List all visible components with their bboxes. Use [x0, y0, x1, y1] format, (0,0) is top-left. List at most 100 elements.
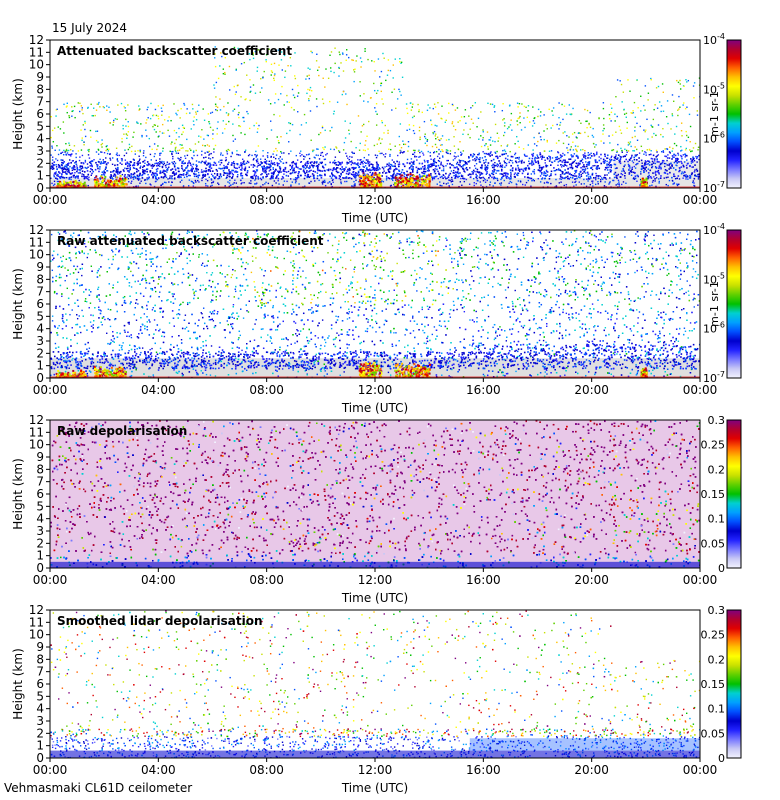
y-tick-label: 8	[36, 272, 44, 286]
y-tick-label: 5	[36, 689, 44, 703]
heatmap-field	[50, 420, 700, 568]
colorbar-tick-label: 0.1	[708, 703, 726, 716]
site-label: Vehmasmaki CL61D ceilometer	[4, 781, 192, 795]
x-tick-label: 16:00	[466, 763, 501, 777]
colorbar: 0 0.05 0.1 0.15 0.2 0.25 0.3	[701, 414, 742, 575]
colorbar-scale	[726, 39, 742, 189]
colorbar-scale	[726, 229, 742, 379]
x-tick-label: 12:00	[358, 573, 393, 587]
y-tick-label: 1	[36, 169, 44, 183]
y-axis-label: Height (km)	[11, 458, 25, 529]
x-axis-label: Time (UTC)	[341, 591, 408, 605]
x-tick-label: 04:00	[141, 193, 176, 207]
y-tick-label: 7	[36, 95, 44, 109]
y-tick-label: 12	[29, 603, 44, 617]
x-tick-label: 00:00	[683, 573, 718, 587]
y-tick-label: 9	[36, 450, 44, 464]
colorbar: 0 0.05 0.1 0.15 0.2 0.25 0.3	[701, 604, 742, 765]
colorbar-tick-label: 10-4	[703, 222, 725, 237]
y-tick-label: 2	[36, 726, 44, 740]
colorbar-tick-label: 0	[718, 752, 725, 765]
y-tick-label: 10	[29, 248, 44, 262]
colorbar: 10-710-610-510-4m-1 sr-1	[703, 222, 742, 385]
y-tick-label: 3	[36, 714, 44, 728]
y-tick-label: 0	[36, 181, 44, 195]
y-tick-label: 11	[29, 45, 44, 59]
date-label: 15 July 2024	[52, 21, 127, 35]
y-tick-label: 3	[36, 144, 44, 158]
colorbar-tick-label: 0.15	[701, 488, 726, 501]
y-tick-label: 3	[36, 524, 44, 538]
y-tick-label: 9	[36, 260, 44, 274]
colorbar-tick-label: 0.25	[701, 439, 726, 452]
x-tick-label: 12:00	[358, 763, 393, 777]
colorbar-tick-label: 10-7	[703, 180, 725, 195]
x-tick-label: 20:00	[574, 763, 609, 777]
x-tick-label: 00:00	[683, 383, 718, 397]
y-tick-label: 6	[36, 677, 44, 691]
y-tick-label: 12	[29, 33, 44, 47]
x-tick-label: 20:00	[574, 193, 609, 207]
y-tick-label: 1	[36, 739, 44, 753]
y-tick-label: 0	[36, 371, 44, 385]
y-tick-label: 10	[29, 628, 44, 642]
colorbar-tick-label: 0.15	[701, 678, 726, 691]
x-tick-label: 00:00	[683, 193, 718, 207]
panel-title: Raw attenuated backscatter coefficient	[57, 234, 324, 248]
x-tick-label: 00:00	[33, 573, 68, 587]
colorbar-tick-label: 0.25	[701, 629, 726, 642]
y-tick-label: 12	[29, 223, 44, 237]
colorbar-unit-label: m-1 sr-1	[708, 91, 721, 137]
x-tick-label: 16:00	[466, 573, 501, 587]
x-tick-label: 04:00	[141, 383, 176, 397]
plot-area	[50, 610, 700, 758]
colorbar-scale	[726, 609, 742, 759]
y-axis-label: Height (km)	[11, 648, 25, 719]
y-tick-label: 4	[36, 322, 44, 336]
colorbar-scale	[726, 419, 742, 569]
y-tick-label: 8	[36, 652, 44, 666]
y-tick-label: 4	[36, 702, 44, 716]
y-tick-label: 12	[29, 413, 44, 427]
y-tick-label: 4	[36, 512, 44, 526]
x-tick-label: 08:00	[249, 573, 284, 587]
y-tick-label: 10	[29, 58, 44, 72]
y-tick-label: 2	[36, 156, 44, 170]
y-axis-label: Height (km)	[11, 78, 25, 149]
x-tick-label: 00:00	[683, 763, 718, 777]
x-tick-label: 04:00	[141, 763, 176, 777]
y-tick-label: 3	[36, 334, 44, 348]
colorbar-tick-label: 0.2	[708, 463, 726, 476]
y-tick-label: 9	[36, 640, 44, 654]
colorbar-tick-label: 0	[718, 562, 725, 575]
y-tick-label: 11	[29, 615, 44, 629]
x-tick-label: 04:00	[141, 573, 176, 587]
y-tick-label: 8	[36, 462, 44, 476]
y-axis-label: Height (km)	[11, 268, 25, 339]
y-tick-label: 2	[36, 536, 44, 550]
heatmap-field	[50, 46, 700, 188]
x-tick-label: 00:00	[33, 763, 68, 777]
y-tick-label: 9	[36, 70, 44, 84]
colorbar: 10-710-610-510-4m-1 sr-1	[703, 32, 742, 195]
y-tick-label: 10	[29, 438, 44, 452]
y-tick-label: 5	[36, 309, 44, 323]
y-tick-label: 6	[36, 297, 44, 311]
colorbar-unit-label: m-1 sr-1	[708, 281, 721, 327]
y-tick-label: 7	[36, 665, 44, 679]
y-tick-label: 7	[36, 475, 44, 489]
colorbar-tick-label: 0.2	[708, 653, 726, 666]
colorbar-tick-label: 10-4	[703, 32, 725, 47]
heatmap-field	[50, 230, 700, 378]
x-tick-label: 00:00	[33, 383, 68, 397]
y-tick-label: 2	[36, 346, 44, 360]
heatmap-field	[50, 610, 700, 758]
y-tick-label: 5	[36, 119, 44, 133]
colorbar-tick-label: 0.05	[701, 727, 726, 740]
y-tick-label: 0	[36, 561, 44, 575]
